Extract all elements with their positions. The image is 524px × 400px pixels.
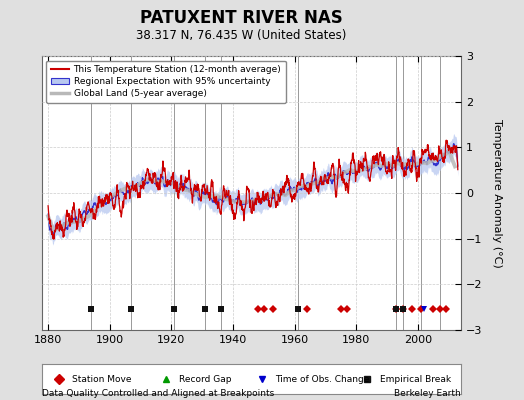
Y-axis label: Temperature Anomaly (°C): Temperature Anomaly (°C) [492, 119, 502, 267]
Text: 38.317 N, 76.435 W (United States): 38.317 N, 76.435 W (United States) [136, 29, 346, 42]
Text: Record Gap: Record Gap [179, 374, 232, 384]
Text: Station Move: Station Move [72, 374, 132, 384]
Legend: This Temperature Station (12-month average), Regional Expectation with 95% uncer: This Temperature Station (12-month avera… [47, 60, 286, 103]
Text: Empirical Break: Empirical Break [380, 374, 451, 384]
Text: Time of Obs. Change: Time of Obs. Change [276, 374, 370, 384]
Text: PATUXENT RIVER NAS: PATUXENT RIVER NAS [140, 9, 342, 27]
Text: Data Quality Controlled and Aligned at Breakpoints: Data Quality Controlled and Aligned at B… [42, 390, 274, 398]
Text: Berkeley Earth: Berkeley Earth [395, 390, 461, 398]
